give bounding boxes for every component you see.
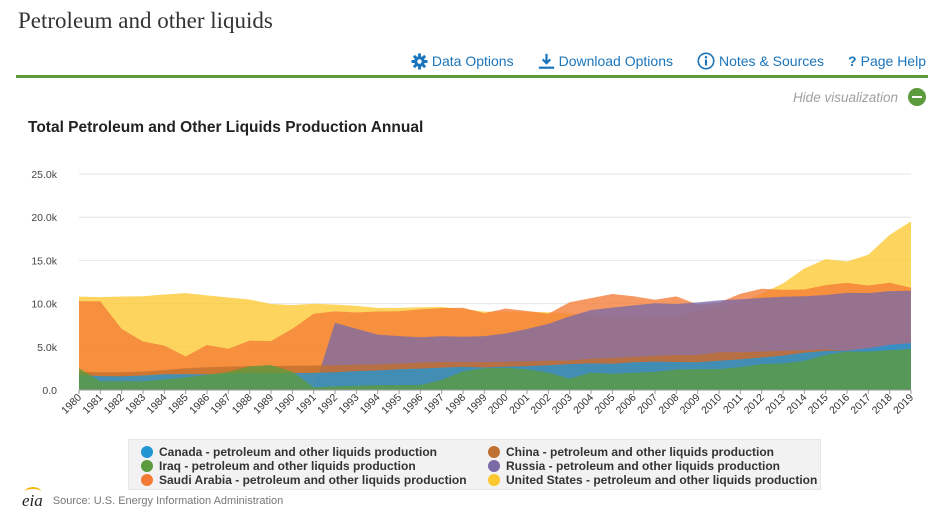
- y-tick-labels: 0.0 5.0k 10.0k 15.0k 20.0k 25.0k: [31, 169, 57, 397]
- area-chart: 1980198119821983198419851986198719881989…: [0, 150, 944, 440]
- x-tick-label: 1988: [230, 392, 255, 417]
- x-tick-label: 1992: [315, 392, 340, 417]
- legend-marker: [488, 460, 500, 472]
- download-options-button[interactable]: Download Options: [538, 53, 673, 70]
- page-help-button[interactable]: ? Page Help: [848, 53, 926, 69]
- x-tick-label: 2008: [656, 392, 681, 417]
- x-tick-label: 2009: [678, 392, 703, 417]
- x-tick-label: 1996: [400, 392, 425, 417]
- legend-label: Saudi Arabia - petroleum and other liqui…: [159, 473, 467, 487]
- x-tick-label: 2004: [571, 392, 596, 417]
- x-tick-label: 1987: [208, 392, 233, 417]
- page-help-label: Page Help: [861, 53, 926, 69]
- legend-item[interactable]: Russia - petroleum and other liquids pro…: [488, 459, 834, 473]
- legend-label: Iraq - petroleum and other liquids produ…: [159, 459, 416, 473]
- chart-title: Total Petroleum and Other Liquids Produc…: [28, 119, 423, 137]
- x-tick-label: 2002: [528, 392, 553, 417]
- x-tick-label: 2005: [592, 392, 617, 417]
- gear-icon: [411, 53, 428, 70]
- legend-item[interactable]: Saudi Arabia - petroleum and other liqui…: [141, 473, 488, 487]
- x-tick-label: 1980: [59, 392, 84, 417]
- x-tick-label: 2014: [784, 392, 809, 417]
- legend-marker: [141, 474, 153, 486]
- y-tick-label: 0.0: [42, 385, 57, 397]
- legend-marker: [488, 446, 500, 458]
- x-tick-label: 1995: [379, 392, 404, 417]
- legend-marker: [141, 460, 153, 472]
- x-tick-label: 2011: [721, 392, 746, 417]
- x-tick-label: 2007: [635, 392, 660, 417]
- x-tick-label: 2000: [486, 392, 511, 417]
- eia-logo: eia: [22, 491, 43, 511]
- data-options-button[interactable]: Data Options: [411, 53, 514, 70]
- x-tick-label: 1983: [123, 392, 148, 417]
- x-tick-label: 2012: [742, 392, 767, 417]
- y-tick-label: 25.0k: [31, 169, 57, 181]
- x-tick-label: 1998: [443, 392, 468, 417]
- x-tick-label: 2013: [763, 392, 788, 417]
- x-tick-label: 1999: [464, 392, 489, 417]
- x-tick-label: 2015: [806, 392, 831, 417]
- legend-label: United States - petroleum and other liqu…: [506, 473, 817, 487]
- y-tick-label: 20.0k: [31, 212, 57, 224]
- legend-item[interactable]: Canada - petroleum and other liquids pro…: [141, 445, 488, 459]
- x-tick-label: 2001: [507, 392, 532, 417]
- y-tick-label: 15.0k: [31, 255, 57, 267]
- x-tick-label: 1986: [187, 392, 212, 417]
- x-tick-label: 2019: [891, 392, 916, 417]
- legend-marker: [488, 474, 500, 486]
- data-options-label: Data Options: [432, 53, 514, 69]
- x-tick-label: 1991: [294, 392, 319, 417]
- x-tick-label: 2006: [614, 392, 639, 417]
- x-tick-label: 2010: [699, 392, 724, 417]
- x-tick-label: 1981: [80, 392, 105, 417]
- x-tick-label: 1989: [251, 392, 276, 417]
- x-tick-label: 1982: [102, 392, 127, 417]
- x-tick-label: 2003: [550, 392, 575, 417]
- x-tick-label: 2017: [848, 392, 873, 417]
- hide-visualization-label: Hide visualization: [793, 90, 898, 105]
- x-tick-label: 1985: [166, 392, 191, 417]
- legend-item[interactable]: United States - petroleum and other liqu…: [488, 473, 834, 487]
- x-tick-label: 1990: [272, 392, 297, 417]
- legend-item[interactable]: Iraq - petroleum and other liquids produ…: [141, 459, 488, 473]
- x-tick-labels: 1980198119821983198419851986198719881989…: [59, 390, 916, 417]
- legend-label: Canada - petroleum and other liquids pro…: [159, 445, 437, 459]
- legend-marker: [141, 446, 153, 458]
- footer: eia Source: U.S. Energy Information Admi…: [22, 489, 283, 513]
- toolbar: Data Options Download Options Notes & So…: [411, 50, 926, 72]
- x-tick-label: 2018: [870, 392, 895, 417]
- legend-label: China - petroleum and other liquids prod…: [506, 445, 774, 459]
- hide-visualization-button[interactable]: Hide visualization: [793, 86, 926, 108]
- download-icon: [538, 53, 555, 70]
- area-series: [79, 221, 911, 390]
- info-icon: [697, 52, 715, 70]
- legend-item[interactable]: China - petroleum and other liquids prod…: [488, 445, 834, 459]
- help-icon: ?: [848, 53, 857, 69]
- x-tick-label: 2016: [827, 392, 852, 417]
- y-tick-label: 10.0k: [31, 299, 57, 311]
- page-title: Petroleum and other liquids: [18, 8, 273, 34]
- download-options-label: Download Options: [559, 53, 673, 69]
- x-tick-label: 1993: [336, 392, 361, 417]
- x-tick-label: 1997: [422, 392, 447, 417]
- y-tick-label: 5.0k: [37, 342, 58, 354]
- collapse-icon: [908, 88, 926, 106]
- header-divider: [16, 75, 928, 78]
- legend-label: Russia - petroleum and other liquids pro…: [506, 459, 780, 473]
- source-note: Source: U.S. Energy Information Administ…: [53, 495, 284, 507]
- notes-sources-button[interactable]: Notes & Sources: [697, 52, 824, 70]
- chart-legend: Canada - petroleum and other liquids pro…: [128, 439, 821, 490]
- x-tick-label: 1994: [358, 392, 383, 417]
- x-tick-label: 1984: [144, 392, 169, 417]
- notes-sources-label: Notes & Sources: [719, 53, 824, 69]
